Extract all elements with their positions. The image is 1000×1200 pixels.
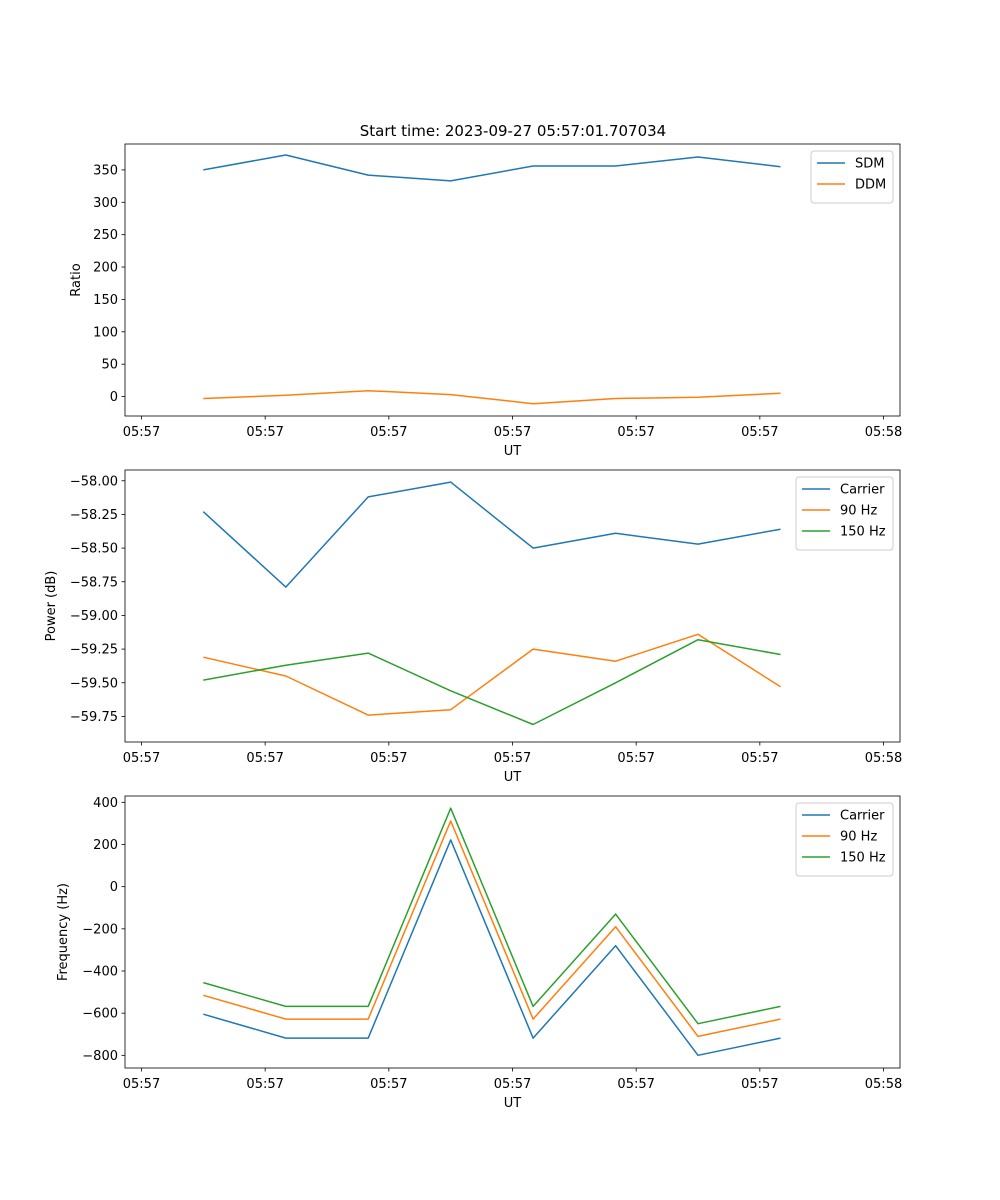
legend-label: Carrier bbox=[840, 809, 885, 824]
x-tick-label: 05:57 bbox=[617, 751, 654, 766]
plot-frame bbox=[124, 795, 901, 1069]
x-tick-label: 05:57 bbox=[246, 751, 283, 766]
series-line-150-hz bbox=[203, 807, 781, 1025]
legend-box bbox=[810, 150, 894, 204]
x-tick-label: 05:57 bbox=[494, 425, 531, 440]
series-line-ddm bbox=[203, 389, 781, 405]
x-tick-label: 05:57 bbox=[617, 1077, 654, 1092]
y-tick-label: 350 bbox=[93, 163, 118, 178]
legend: SDM DDM bbox=[810, 150, 894, 204]
x-tick-label: 05:57 bbox=[370, 751, 407, 766]
y-tick-label: 200 bbox=[93, 838, 118, 853]
series-line-150-hz bbox=[203, 638, 781, 726]
series-line-carrier bbox=[203, 839, 781, 1057]
x-tick-label: 05:58 bbox=[865, 1077, 902, 1092]
x-tick-label: 05:57 bbox=[123, 1077, 160, 1092]
y-tick-label: −200 bbox=[82, 922, 118, 937]
y-tick-label: 0 bbox=[110, 390, 118, 405]
y-tick-label: 300 bbox=[93, 196, 118, 211]
y-tick-label: −59.75 bbox=[70, 710, 118, 725]
x-tick-label: 05:57 bbox=[741, 751, 778, 766]
y-tick-label: −58.25 bbox=[70, 508, 118, 523]
y-tick-label: −59.25 bbox=[70, 643, 118, 658]
x-tick-label: 05:58 bbox=[865, 425, 902, 440]
y-tick-label: −58.50 bbox=[70, 542, 118, 557]
x-axis-label: UT bbox=[504, 444, 522, 459]
legend-label: DDM bbox=[855, 178, 886, 193]
x-axis-label: UT bbox=[504, 1096, 522, 1111]
series-line-sdm bbox=[203, 154, 781, 182]
legend-label: 150 Hz bbox=[840, 525, 886, 540]
x-axis-label: UT bbox=[504, 770, 522, 785]
y-tick-label: −58.00 bbox=[70, 474, 118, 489]
x-tick-label: 05:58 bbox=[865, 751, 902, 766]
x-tick-label: 05:57 bbox=[494, 1077, 531, 1092]
chart-title: Start time: 2023-09-27 05:57:01.707034 bbox=[360, 122, 666, 140]
legend-label: 90 Hz bbox=[840, 830, 877, 845]
y-tick-label: −800 bbox=[82, 1049, 118, 1064]
y-tick-label: −400 bbox=[82, 965, 118, 980]
y-axis-label: Power (dB) bbox=[44, 571, 59, 642]
y-tick-label: 100 bbox=[93, 325, 118, 340]
y-axis-label: Ratio bbox=[69, 263, 84, 296]
y-tick-label: −59.00 bbox=[70, 609, 118, 624]
legend: Carrier 90 Hz 150 Hz bbox=[795, 476, 894, 551]
x-tick-label: 05:57 bbox=[370, 425, 407, 440]
x-tick-label: 05:57 bbox=[246, 425, 283, 440]
x-tick-label: 05:57 bbox=[123, 425, 160, 440]
chart-panel-1: 0 50 100 150 200 250 300 350 05:57 05:57 05:57 05:5… bbox=[69, 143, 902, 459]
y-tick-label: 50 bbox=[101, 358, 118, 373]
series-line-90-hz bbox=[203, 820, 781, 1038]
x-tick-label: 05:57 bbox=[617, 425, 654, 440]
x-tick-label: 05:57 bbox=[370, 1077, 407, 1092]
y-axis-label: Frequency (Hz) bbox=[56, 883, 71, 981]
chart-panel-2: −58.00 −58.25 −58.50 −58.75 −59.00 −59.25 −59.… bbox=[44, 469, 902, 785]
series-line-carrier bbox=[202, 481, 781, 588]
y-tick-label: −58.75 bbox=[70, 575, 118, 590]
x-tick-label: 05:57 bbox=[246, 1077, 283, 1092]
legend-label: SDM bbox=[855, 157, 884, 172]
plot-frame bbox=[124, 469, 901, 743]
plot-frame bbox=[124, 143, 901, 417]
legend: Carrier 90 Hz 150 Hz bbox=[795, 802, 894, 877]
y-tick-label: 150 bbox=[93, 293, 118, 308]
y-tick-label: 250 bbox=[93, 228, 118, 243]
y-tick-label: 400 bbox=[93, 796, 118, 811]
legend-label: 90 Hz bbox=[840, 504, 877, 519]
x-tick-label: 05:57 bbox=[741, 425, 778, 440]
y-tick-label: −600 bbox=[82, 1007, 118, 1022]
y-tick-label: 200 bbox=[93, 261, 118, 276]
series-line-90-hz bbox=[203, 633, 781, 716]
x-tick-label: 05:57 bbox=[123, 751, 160, 766]
legend-label: Carrier bbox=[840, 483, 885, 498]
y-tick-label: 0 bbox=[110, 880, 118, 895]
chart-panel-3: 400 200 0 −200 −400 −600 −800 05:57 05:57 05:57 05… bbox=[56, 795, 902, 1111]
y-tick-label: −59.50 bbox=[70, 676, 118, 691]
x-tick-label: 05:57 bbox=[741, 1077, 778, 1092]
x-tick-label: 05:57 bbox=[494, 751, 531, 766]
legend-label: 150 Hz bbox=[840, 851, 886, 866]
